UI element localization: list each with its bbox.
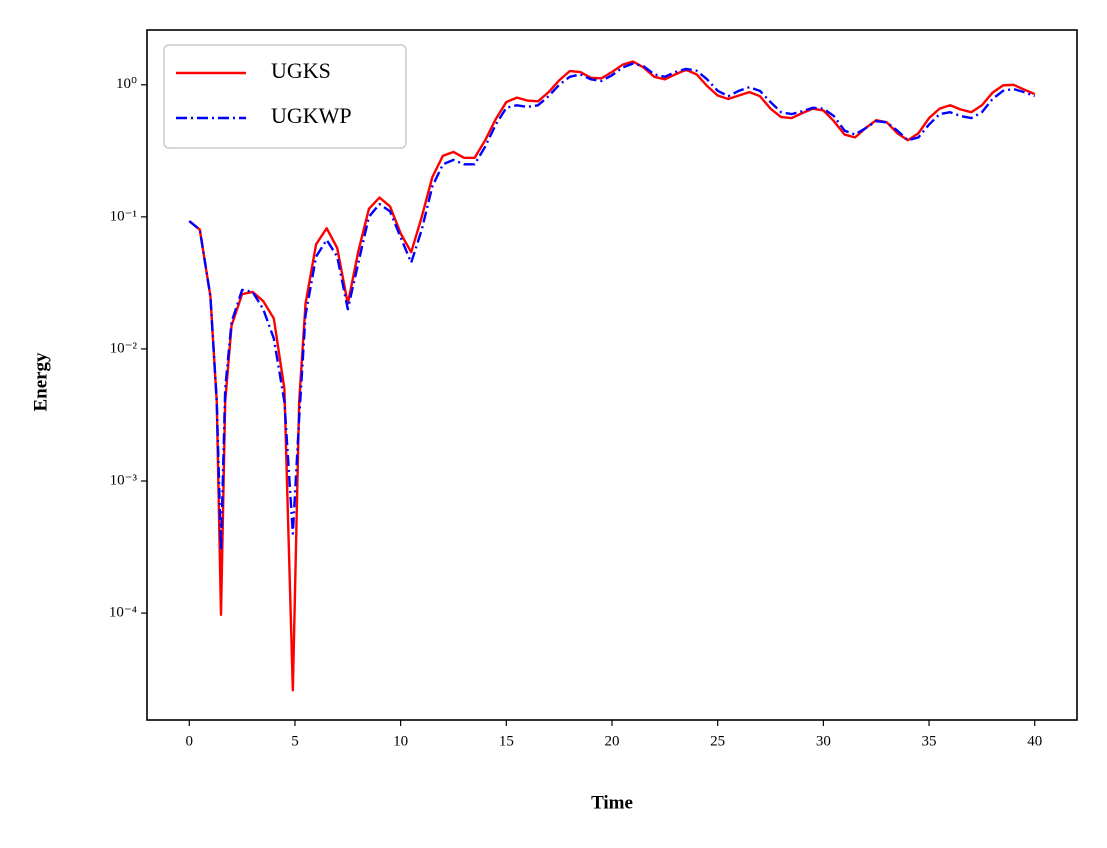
x-tick-label: 10 <box>393 733 408 749</box>
y-tick-label: 10⁰ <box>116 76 137 92</box>
x-tick-label: 25 <box>710 733 725 749</box>
y-tick-label: 10⁻² <box>110 340 138 356</box>
x-tick-label: 0 <box>186 733 194 749</box>
y-tick-label: 10⁻¹ <box>110 208 137 224</box>
x-tick-label: 40 <box>1027 733 1042 749</box>
x-tick-label: 30 <box>816 733 831 749</box>
x-axis-label: Time <box>591 792 633 813</box>
plot-frame <box>146 29 1078 721</box>
y-axis-label: Energy <box>30 352 51 412</box>
x-tick-label: 5 <box>291 733 299 749</box>
legend-box <box>163 44 407 149</box>
series-line <box>188 60 1036 692</box>
legend-label: UGKWP <box>271 103 352 128</box>
y-tick-label: 10⁻³ <box>110 472 138 488</box>
x-tick-label: 35 <box>922 733 937 749</box>
legend: UGKS UGKWP <box>163 44 407 149</box>
legend-label: UGKS <box>271 58 331 83</box>
series-line <box>188 62 1036 552</box>
x-tick-label: 20 <box>605 733 620 749</box>
x-tick-label: 15 <box>499 733 514 749</box>
y-tick-label: 10⁻⁴ <box>109 605 137 621</box>
